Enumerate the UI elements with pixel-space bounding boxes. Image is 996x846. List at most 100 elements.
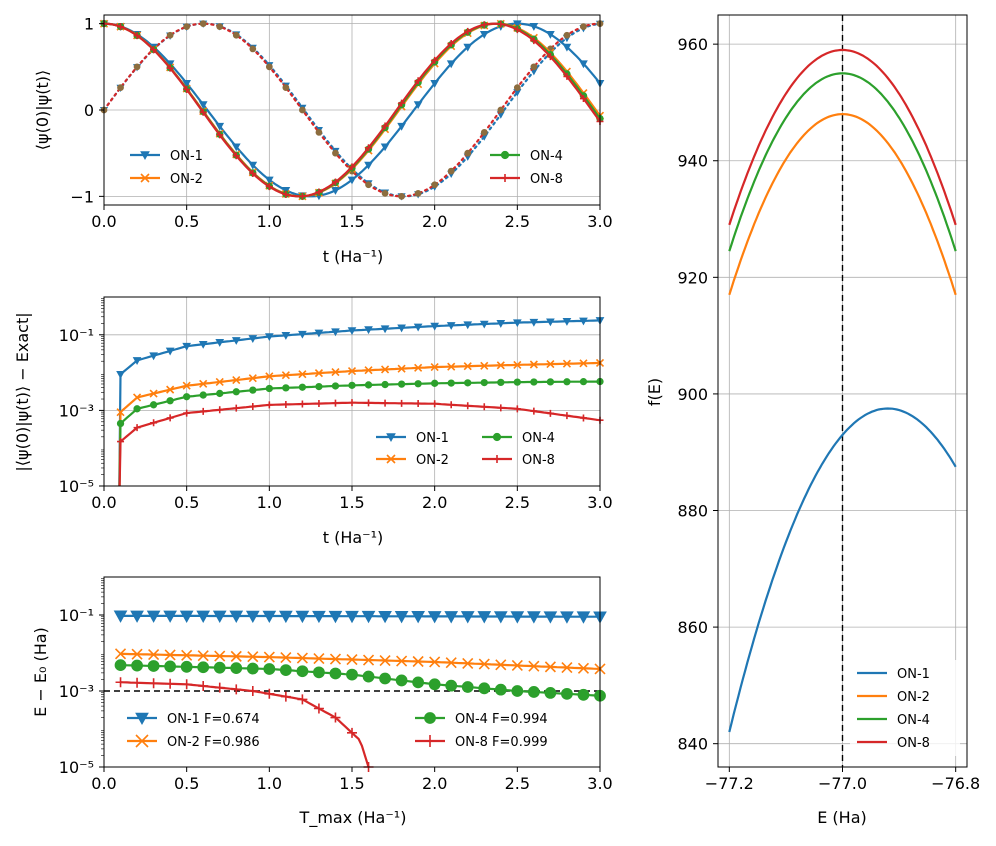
series-line-ON-8	[120, 681, 370, 767]
marker-ON-1	[493, 611, 508, 624]
marker-real-ON-1	[215, 122, 225, 131]
marker-ON-2	[296, 652, 308, 664]
marker-ON-1	[281, 332, 291, 340]
legend-marker-error-1	[386, 454, 396, 464]
legend-label-overlap-0: ON-1	[170, 149, 203, 164]
marker-ON-2	[199, 379, 208, 388]
marker-ON-2	[346, 653, 358, 666]
marker-ON-4	[230, 662, 243, 675]
marker-ON-1	[113, 610, 128, 623]
marker-ON-2	[562, 359, 571, 368]
marker-ON-2	[478, 658, 490, 670]
x-tick-label-overlap-6: 3.0	[587, 212, 612, 231]
marker-ON-2	[528, 660, 540, 672]
marker-ON-4	[461, 681, 474, 693]
marker-ON-2	[248, 374, 257, 383]
legend-marker-overlap-3	[501, 174, 509, 182]
marker-ON-8	[497, 404, 505, 412]
y-tick-label-error-0: 10⁻¹	[59, 326, 94, 345]
x-tick-label-error-2: 1.0	[257, 493, 282, 512]
marker-ON-2	[396, 655, 408, 667]
marker-ON-1	[496, 320, 506, 328]
marker-ON-4	[313, 666, 325, 679]
marker-real-ON-1	[579, 60, 588, 69]
marker-ON-1	[116, 371, 125, 379]
marker-ON-1	[314, 329, 324, 338]
marker-ON-4	[279, 664, 292, 676]
marker-ON-1	[231, 337, 241, 345]
marker-ON-4	[183, 393, 191, 401]
marker-ON-2	[313, 653, 325, 665]
marker-ON-4	[497, 378, 505, 387]
x-tick-label-error-5: 2.5	[505, 493, 530, 512]
marker-ON-8	[181, 679, 192, 690]
marker-ON-8	[313, 703, 324, 714]
marker-ON-1	[165, 347, 175, 356]
legend-marker-energy-2	[424, 712, 436, 724]
marker-ON-8	[579, 414, 587, 422]
marker-ON-4	[180, 660, 193, 673]
marker-ON-2	[447, 362, 456, 371]
marker-ON-2	[546, 360, 555, 369]
marker-ON-4	[563, 378, 571, 386]
marker-ON-2	[215, 377, 224, 386]
marker-ON-8	[280, 691, 291, 702]
marker-ON-4	[464, 379, 472, 387]
marker-ON-8	[348, 399, 356, 407]
y-tick-label-fE-6: 960	[677, 35, 708, 54]
marker-ON-1	[527, 611, 541, 624]
marker-ON-4	[246, 662, 259, 675]
marker-ON-4	[546, 378, 555, 386]
marker-real-ON-8	[447, 40, 455, 48]
marker-ON-4	[197, 661, 210, 674]
marker-ON-4	[480, 378, 488, 387]
marker-ON-1	[295, 610, 310, 624]
marker-ON-8	[414, 400, 422, 408]
marker-ON-4	[232, 388, 240, 396]
marker-ON-4	[298, 383, 307, 391]
marker-ON-8	[431, 400, 439, 408]
marker-ON-4	[577, 688, 590, 701]
x-tick-label-energy-1: 0.5	[174, 774, 199, 793]
marker-ON-4	[133, 405, 141, 413]
marker-ON-4	[164, 660, 177, 673]
marker-ON-4	[346, 668, 358, 681]
marker-ON-2	[579, 359, 588, 368]
marker-ON-2	[114, 648, 127, 660]
y-tick-label-fE-2: 880	[677, 502, 708, 521]
marker-imag-ON-8	[365, 181, 372, 189]
marker-ON-1	[212, 610, 227, 623]
x-tick-label-error-1: 0.5	[174, 493, 199, 512]
marker-ON-1	[328, 610, 343, 624]
y-tick-label-energy-1: 10⁻³	[59, 682, 94, 701]
marker-ON-1	[463, 321, 473, 330]
legend-marker-error-3	[493, 455, 501, 463]
marker-imag-ON-8	[249, 45, 257, 53]
marker-ON-1	[146, 610, 161, 623]
marker-real-ON-8	[216, 131, 224, 139]
marker-ON-2	[166, 385, 175, 394]
x-tick-label-overlap-0: 0.0	[91, 212, 116, 231]
marker-ON-4	[530, 378, 538, 386]
marker-ON-1	[364, 326, 373, 335]
marker-ON-1	[182, 342, 192, 351]
legend-label-energy-0: ON-1 F=0.674	[167, 712, 260, 727]
x-tick-label-error-0: 0.0	[91, 493, 116, 512]
marker-ON-4	[379, 672, 391, 685]
x-axis-label-overlap: t (Ha⁻¹)	[323, 247, 384, 266]
marker-ON-1	[298, 330, 307, 339]
marker-real-ON-1	[430, 80, 440, 88]
series-line-fE-ON-8	[728, 48, 957, 226]
marker-ON-2	[116, 408, 125, 417]
marker-real-ON-1	[231, 143, 241, 152]
marker-ON-1	[576, 611, 591, 624]
series-line-fE-ON-4	[728, 72, 957, 252]
y-tick-label-fE-0: 840	[677, 735, 708, 754]
legend-marker-energy-3	[424, 735, 436, 747]
marker-imag-ON-8	[315, 128, 323, 136]
marker-real-ON-8	[365, 144, 373, 152]
marker-ON-2	[362, 654, 375, 666]
marker-real-ON-1	[347, 176, 357, 185]
marker-real-ON-1	[248, 161, 258, 170]
marker-ON-1	[394, 611, 409, 624]
